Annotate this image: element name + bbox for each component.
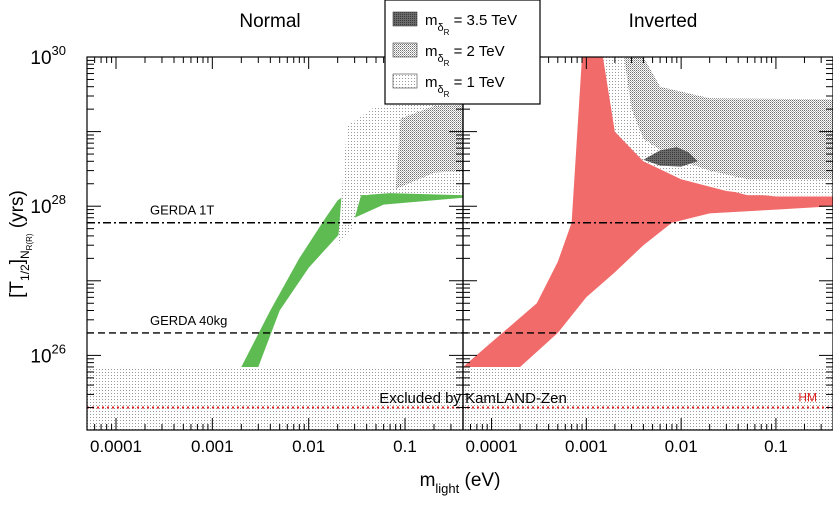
x-axis-label-unit: (eV) [459,470,500,491]
y-axis-label: [T1/2]NR(R) (yrs) [7,190,34,298]
series-group-3 [395,104,463,189]
panel-title-1: Inverted [629,11,698,32]
y-tick-label: 1030 [30,43,66,69]
x-tick-label: 0.01 [292,437,325,456]
y-axis-label-sub1: 1/2 [18,264,32,281]
series-region-3 [395,104,463,189]
y-tick-exponent: 28 [52,192,66,207]
x-tick-label: 0.01 [665,437,698,456]
y-tick-mantissa: 10 [30,197,51,218]
legend-label-prefix: m [425,43,438,60]
y-axis-label-sub3: R(R) [25,233,34,250]
legend-label-subsub: R [444,90,450,99]
x-tick-label: 0.1 [764,437,788,456]
y-axis-label-prefix: [T [7,281,28,298]
x-tick-label: 0.0001 [466,437,518,456]
reference-line-label-2: HM [798,391,817,405]
series-layer [241,57,833,367]
legend-swatch-0 [392,11,418,27]
legend-label-1: mδR = 2 TeV [425,43,505,68]
x-tick-label: 0.001 [565,437,608,456]
x-axis-label-sub: light [435,481,459,496]
x-tick-label: 0.1 [393,437,417,456]
x-tick-label: 0.0001 [90,437,142,456]
x-axis-label: mlight (eV) [420,470,501,496]
reference-line-label-1: GERDA 40kg [150,313,227,328]
legend-label-prefix: m [425,74,438,91]
legend-swatch-2 [392,73,418,89]
legend-label-value: = 2 TeV [449,43,504,60]
legend-label-sub: δ [438,22,444,34]
excluded-region-label: Excluded by KamLAND-Zen [379,390,567,407]
legend-label-sub: δ [438,84,444,96]
series-region-6 [643,147,698,167]
y-tick-exponent: 26 [52,341,66,356]
y-axis-label-mid: ] [7,259,28,264]
y-tick-label: 1028 [30,192,66,218]
legend-label-value: = 3.5 TeV [449,12,517,29]
reference-line-label-0: GERDA 1T [150,203,214,218]
y-tick-exponent: 30 [52,43,66,58]
series-group-1 [463,57,833,367]
x-tick-label: 0.001 [191,437,234,456]
legend-label-prefix: m [425,12,438,29]
series-region-1 [463,57,833,367]
legend-label-subsub: R [444,28,450,37]
legend-label-0: mδR = 3.5 TeV [425,12,517,37]
y-tick-mantissa: 10 [30,346,51,367]
legend-label-2: mδR = 1 TeV [425,74,505,99]
legend-label-value: = 1 TeV [449,74,504,91]
legend-swatch-1 [392,42,418,58]
y-axis-label-sub2: N [18,250,32,259]
series-group-6 [643,147,698,167]
y-tick-label: 1026 [30,341,66,367]
y-tick-mantissa: 10 [30,48,51,69]
y-axis-label-suffix: (yrs) [7,190,28,233]
legend-label-subsub: R [444,59,450,68]
text-layer: GERDA 1T GERDA 40kg HM Excluded by KamLAND-… [7,11,817,496]
x-axis-label-main: m [420,470,436,491]
legend-label-sub: δ [438,53,444,65]
panel-title-0: Normal [239,11,300,32]
